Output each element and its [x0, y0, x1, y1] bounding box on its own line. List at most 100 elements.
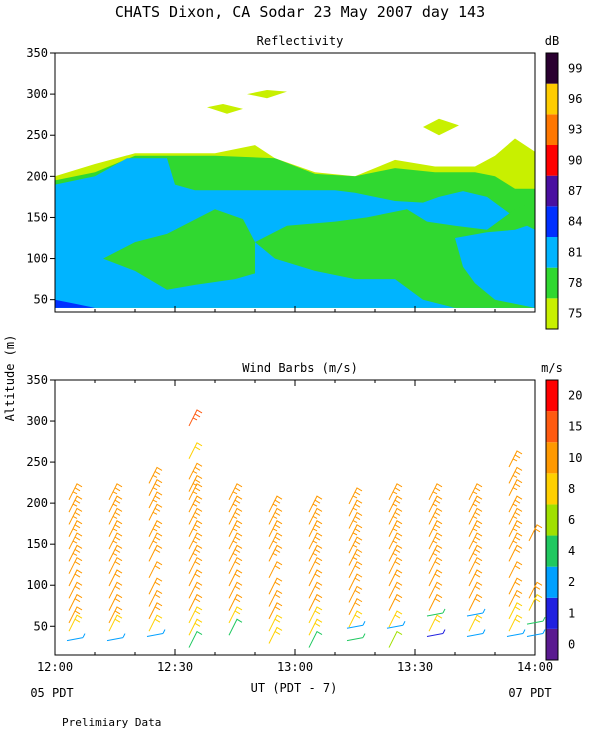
wind-barb [308, 593, 323, 611]
y-tick-label: 200 [26, 496, 48, 510]
wind-barb [148, 561, 163, 579]
wind-barb [308, 618, 323, 636]
wind-barb [148, 491, 163, 509]
wind-barb [308, 532, 323, 550]
x-tick-label: 14:00 [517, 660, 553, 674]
wind-barb [228, 606, 243, 624]
colorbar-swatch [546, 411, 558, 443]
wind-barb [308, 556, 323, 574]
y-tick-label: 100 [26, 578, 48, 592]
wind-barb [346, 633, 366, 642]
wind-barb [508, 577, 523, 595]
colorbar-frame [545, 379, 559, 661]
wind-barb [386, 621, 406, 629]
y-tick-label: 150 [26, 537, 48, 551]
colorbar-swatch [546, 566, 558, 598]
wind-barb [68, 614, 83, 632]
colorbar-swatch [546, 237, 558, 268]
wind-barb [468, 544, 483, 562]
wind-barb [348, 548, 363, 566]
wind-barb [528, 524, 543, 542]
y-tick-label: 50 [34, 619, 48, 633]
wind-barb [508, 450, 523, 468]
wind-barbs-panel: Wind Barbs (m/s)5010015020025030035012:0… [26, 361, 582, 674]
wind-barb [428, 495, 443, 513]
y-tick-label: 350 [26, 373, 48, 387]
wind-barb [68, 520, 83, 537]
wind-barb [346, 621, 366, 629]
colorbar-swatch [546, 206, 558, 237]
panel-title: Reflectivity [257, 34, 344, 48]
wind-barb [508, 602, 523, 620]
colorbar-swatch [546, 535, 558, 567]
wind-barb [108, 495, 123, 513]
wind-barb [108, 507, 123, 525]
wind-barb [268, 520, 283, 537]
wind-barb [468, 507, 483, 525]
plot-frame [54, 379, 536, 656]
wind-barb [228, 544, 243, 562]
wind-barb [428, 520, 443, 537]
wind-barb [348, 585, 363, 603]
wind-barb [108, 606, 123, 624]
colorbar-label: 93 [568, 123, 582, 137]
wind-barb [228, 483, 243, 501]
wind-barb [308, 581, 323, 599]
wind-barb [188, 630, 203, 648]
wind-barb [508, 466, 523, 484]
wind-barb [468, 556, 483, 574]
wind-barb [428, 569, 443, 587]
wind-barb [468, 532, 483, 550]
wind-barb [148, 602, 163, 620]
wind-barb [268, 507, 283, 525]
colorbar-swatch [546, 53, 558, 84]
wind-barb [528, 581, 543, 599]
wind-barb [68, 483, 83, 501]
wind-barb [508, 520, 523, 537]
wind-barb [268, 532, 283, 550]
colorbar-label: 84 [568, 215, 582, 229]
wind-barb [68, 507, 83, 525]
colorbar-label: 75 [568, 307, 582, 321]
wind-barb [188, 495, 203, 513]
wind-barb [506, 629, 526, 637]
reflectivity-region [55, 299, 95, 308]
wind-barb [228, 593, 243, 611]
wind-barb [308, 520, 323, 537]
wind-barb [428, 614, 443, 632]
wind-barb [188, 581, 203, 599]
end-time-note: 07 PDT [508, 686, 551, 700]
wind-barb [188, 442, 203, 459]
wind-barb [268, 544, 283, 562]
wind-barb [388, 495, 403, 513]
wind-barb [268, 626, 283, 644]
wind-barb [426, 608, 446, 617]
wind-barb [188, 569, 203, 587]
wind-barb [146, 629, 166, 637]
wind-barb [228, 569, 243, 587]
x-tick-label: 12:30 [157, 660, 193, 674]
wind-barb [508, 479, 523, 496]
wind-barb [508, 589, 523, 607]
wind-barb [468, 614, 483, 632]
wind-barb [148, 544, 163, 562]
start-time-note: 05 PDT [30, 686, 73, 700]
wind-barb [428, 593, 443, 611]
wind-barb [188, 593, 203, 611]
wind-barb [228, 532, 243, 550]
wind-barb [348, 524, 363, 542]
wind-barb [188, 474, 203, 492]
wind-barb [348, 561, 363, 579]
wind-barb [108, 520, 123, 537]
wind-barb [388, 610, 403, 628]
wind-barb [108, 544, 123, 562]
wind-barb [348, 573, 363, 591]
wind-barb [388, 507, 403, 525]
wind-barb [268, 602, 283, 620]
wind-barb [308, 544, 323, 562]
reflectivity-region [103, 209, 255, 290]
wind-barb [228, 581, 243, 599]
wind-barb [426, 629, 446, 637]
wind-barb [348, 499, 363, 517]
x-tick-label: 13:30 [397, 660, 433, 674]
